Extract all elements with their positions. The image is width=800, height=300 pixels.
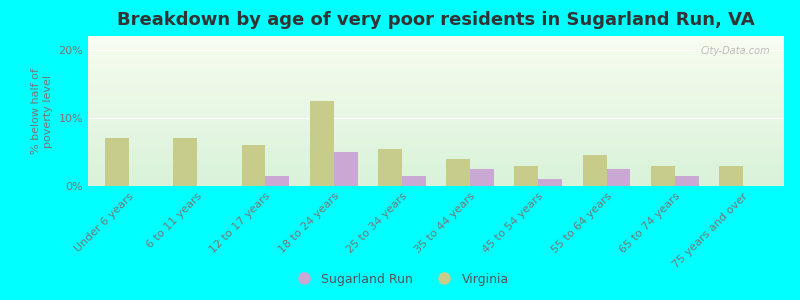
Bar (606, 169, 630, 186)
Legend: Sugarland Run, Virginia: Sugarland Run, Virginia (286, 268, 514, 291)
Bar (719, 166, 743, 186)
Bar (514, 166, 538, 186)
Bar (651, 166, 675, 186)
Bar (470, 169, 494, 186)
Bar (446, 159, 470, 186)
Y-axis label: % below half of
poverty level: % below half of poverty level (31, 68, 53, 154)
Bar (538, 179, 562, 186)
Bar (242, 145, 266, 186)
Bar (174, 138, 197, 186)
Title: Breakdown by age of very poor residents in Sugarland Run, VA: Breakdown by age of very poor residents … (117, 11, 755, 29)
Bar (378, 148, 402, 186)
Bar (582, 155, 606, 186)
Bar (310, 101, 334, 186)
Bar (675, 176, 698, 186)
Bar (402, 176, 426, 186)
Bar (266, 176, 290, 186)
Bar (334, 152, 358, 186)
Text: City-Data.com: City-Data.com (701, 46, 770, 56)
Bar (105, 138, 129, 186)
